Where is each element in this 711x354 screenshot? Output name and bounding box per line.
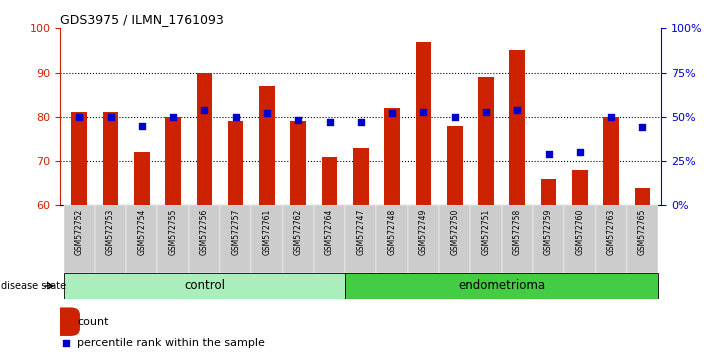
Point: [324, 119, 335, 125]
Bar: [510, 50, 525, 205]
FancyBboxPatch shape: [51, 307, 80, 336]
FancyBboxPatch shape: [220, 205, 251, 273]
Text: GSM572751: GSM572751: [481, 209, 491, 255]
Point: [449, 114, 461, 120]
FancyBboxPatch shape: [282, 205, 314, 273]
Bar: [290, 121, 306, 205]
Text: GSM572761: GSM572761: [262, 209, 272, 255]
Bar: [71, 112, 87, 205]
Text: GSM572754: GSM572754: [137, 209, 146, 255]
Text: GDS3975 / ILMN_1761093: GDS3975 / ILMN_1761093: [60, 13, 224, 26]
Text: GSM572753: GSM572753: [106, 209, 115, 255]
Text: GSM572752: GSM572752: [75, 209, 84, 255]
FancyBboxPatch shape: [502, 205, 533, 273]
Point: [481, 109, 492, 114]
FancyBboxPatch shape: [126, 205, 157, 273]
Text: GSM572756: GSM572756: [200, 209, 209, 255]
Point: [512, 107, 523, 113]
Point: [292, 118, 304, 123]
Bar: [165, 117, 181, 205]
FancyBboxPatch shape: [63, 205, 95, 273]
Text: GSM572762: GSM572762: [294, 209, 303, 255]
Text: GSM572758: GSM572758: [513, 209, 522, 255]
FancyBboxPatch shape: [345, 205, 377, 273]
Point: [356, 119, 367, 125]
Point: [543, 151, 555, 157]
Text: GSM572760: GSM572760: [575, 209, 584, 255]
Bar: [102, 112, 118, 205]
Bar: [541, 179, 557, 205]
Bar: [353, 148, 369, 205]
Point: [637, 125, 648, 130]
Point: [136, 123, 147, 129]
Point: [418, 109, 429, 114]
Text: GSM572750: GSM572750: [450, 209, 459, 255]
FancyBboxPatch shape: [565, 205, 596, 273]
Point: [606, 114, 617, 120]
FancyBboxPatch shape: [188, 205, 220, 273]
FancyBboxPatch shape: [377, 205, 408, 273]
FancyBboxPatch shape: [63, 273, 345, 299]
FancyBboxPatch shape: [251, 205, 282, 273]
Text: GSM572747: GSM572747: [356, 209, 365, 255]
Text: GSM572749: GSM572749: [419, 209, 428, 255]
Text: endometrioma: endometrioma: [458, 279, 545, 292]
FancyBboxPatch shape: [533, 205, 565, 273]
Text: GSM572748: GSM572748: [387, 209, 397, 255]
Bar: [635, 188, 651, 205]
Point: [105, 114, 116, 120]
Point: [73, 114, 85, 120]
Point: [261, 110, 272, 116]
Bar: [228, 121, 243, 205]
Bar: [604, 117, 619, 205]
FancyBboxPatch shape: [439, 205, 471, 273]
FancyBboxPatch shape: [314, 205, 345, 273]
Bar: [479, 77, 494, 205]
Bar: [196, 73, 212, 205]
Bar: [259, 86, 274, 205]
FancyBboxPatch shape: [627, 205, 658, 273]
FancyBboxPatch shape: [471, 205, 502, 273]
Point: [198, 107, 210, 113]
Text: GSM572757: GSM572757: [231, 209, 240, 255]
Bar: [321, 156, 337, 205]
FancyBboxPatch shape: [95, 205, 126, 273]
Text: control: control: [184, 279, 225, 292]
Bar: [134, 152, 149, 205]
FancyBboxPatch shape: [408, 205, 439, 273]
FancyBboxPatch shape: [596, 205, 627, 273]
Text: GSM572759: GSM572759: [544, 209, 553, 255]
Text: GSM572763: GSM572763: [606, 209, 616, 255]
Text: disease state: disease state: [1, 281, 67, 291]
FancyBboxPatch shape: [345, 273, 658, 299]
Text: GSM572765: GSM572765: [638, 209, 647, 255]
Point: [387, 110, 398, 116]
Point: [167, 114, 178, 120]
Point: [60, 341, 71, 346]
Text: GSM572755: GSM572755: [169, 209, 178, 255]
Text: count: count: [77, 316, 109, 327]
Bar: [416, 41, 432, 205]
Bar: [447, 126, 463, 205]
Bar: [572, 170, 588, 205]
Bar: [385, 108, 400, 205]
FancyBboxPatch shape: [157, 205, 188, 273]
Point: [230, 114, 241, 120]
Text: percentile rank within the sample: percentile rank within the sample: [77, 338, 264, 348]
Point: [574, 149, 586, 155]
Text: GSM572764: GSM572764: [325, 209, 334, 255]
